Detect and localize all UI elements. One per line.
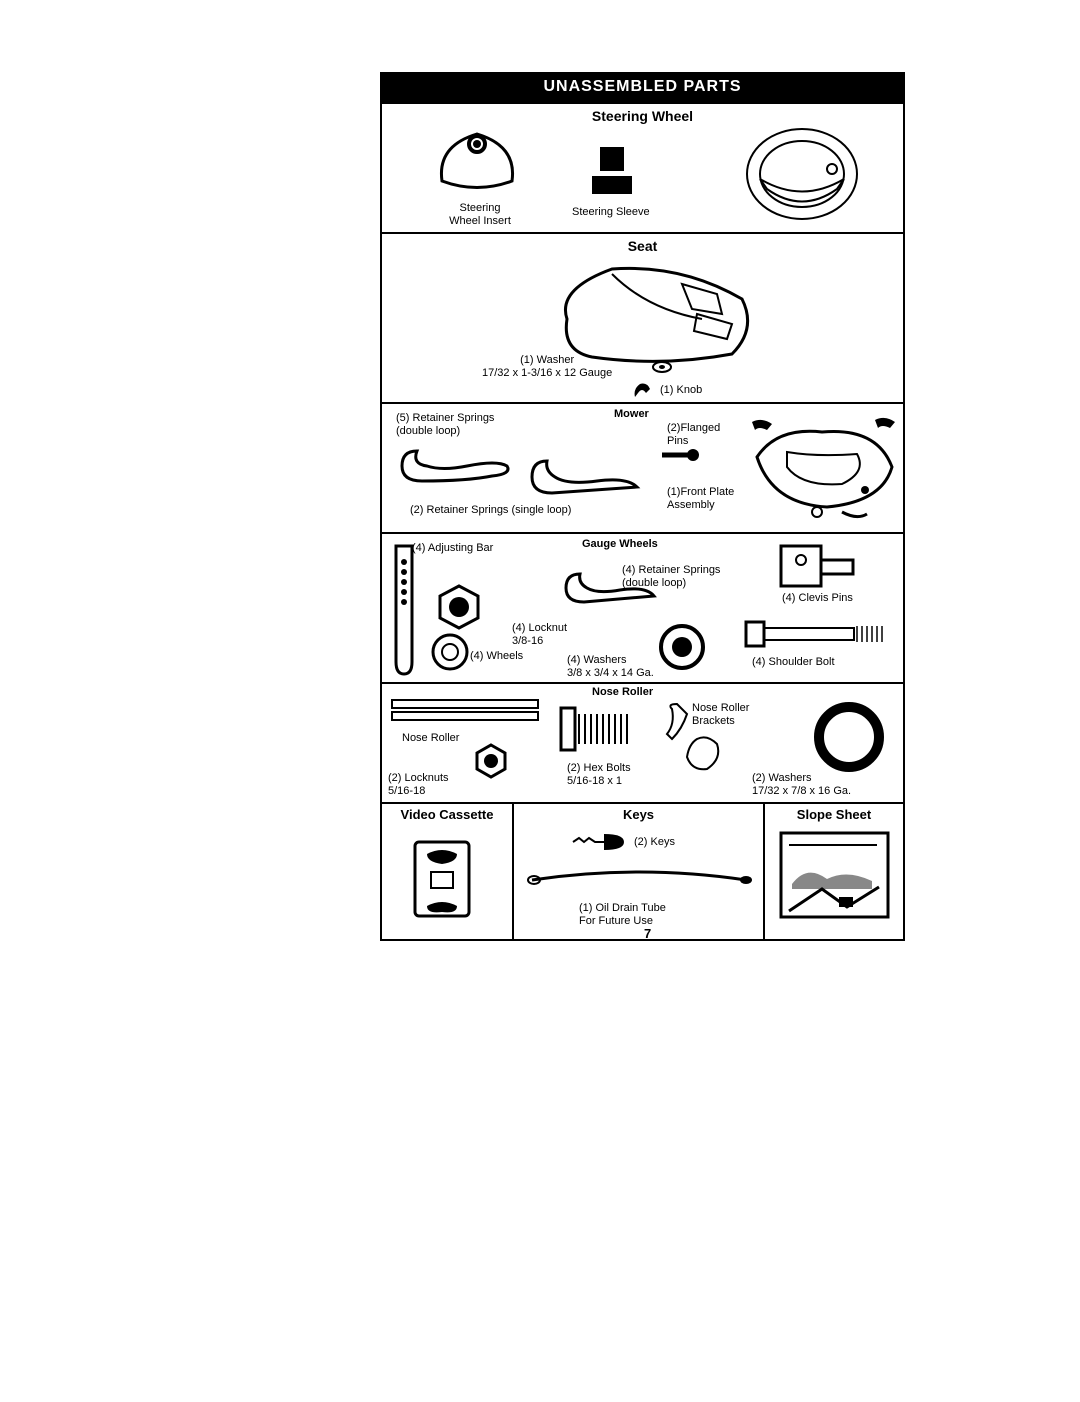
heading-seat: Seat <box>382 234 903 254</box>
parts-grid: Steering Wheel SteeringWheel Insert Stee… <box>380 102 905 941</box>
shoulder-bolt-icon <box>742 616 892 652</box>
frontplate-label: (1)Front PlateAssembly <box>667 486 734 511</box>
washers-label: (4) Washers3/8 x 3/4 x 14 Ga. <box>567 654 654 679</box>
washer-ring-icon <box>657 622 707 672</box>
seat-icon <box>552 259 762 369</box>
heading-steering: Steering Wheel <box>382 104 903 124</box>
cell-keys: Keys (2) Keys (1) Oil Drain TubeFor Futu… <box>512 804 763 939</box>
cell-video: Video Cassette <box>382 804 512 939</box>
heading-gauge: Gauge Wheels <box>582 538 658 551</box>
keys-label: (2) Keys <box>634 836 675 849</box>
steering-sleeve-icon <box>582 142 642 202</box>
heading-keys: Keys <box>514 804 763 822</box>
insert-label: SteeringWheel Insert <box>440 202 520 227</box>
parts-sheet: UNASSEMBLED PARTS Steering Wheel Steerin… <box>380 72 905 941</box>
drain-label: (1) Oil Drain TubeFor Future Use <box>579 902 666 927</box>
hex-bolt-icon <box>557 704 637 754</box>
title-bar: UNASSEMBLED PARTS <box>380 72 905 102</box>
locknuts-label: (2) Locknuts5/16-18 <box>388 772 449 797</box>
row-gauge: Gauge Wheels (4) Adjusting Bar (4) Lockn… <box>382 532 903 682</box>
row-seat: Seat (1) Washer17/32 x 1-3/16 x 12 Gauge… <box>382 232 903 402</box>
cell-slope: Slope Sheet <box>763 804 903 939</box>
front-plate-icon <box>747 412 897 522</box>
flanged-label: (2)FlangedPins <box>667 422 720 447</box>
heading-nose: Nose Roller <box>592 686 653 699</box>
locknut-hex-icon <box>434 582 484 632</box>
sleeve-label: Steering Sleeve <box>572 206 650 219</box>
title-text: UNASSEMBLED PARTS <box>543 78 741 95</box>
heading-mower: Mower <box>614 408 649 421</box>
slope-sheet-icon <box>777 829 892 924</box>
heading-slope: Slope Sheet <box>765 804 903 822</box>
hexbolts-label: (2) Hex Bolts5/16-18 x 1 <box>567 762 631 787</box>
wheels-label: (4) Wheels <box>470 650 523 663</box>
wheel-icon <box>430 632 470 672</box>
row-bottom: Video Cassette Keys (2) Keys <box>382 802 903 939</box>
retainer-label: (4) Retainer Springs(double loop) <box>622 564 720 589</box>
retainer-spring-double-icon <box>397 436 517 486</box>
steering-wheel-icon <box>742 124 862 224</box>
washer-big-icon <box>814 702 884 772</box>
retainer2-label: (2) Retainer Springs (single loop) <box>410 504 571 517</box>
clevis-label: (4) Clevis Pins <box>782 592 853 605</box>
retainer5-label: (5) Retainer Springs(double loop) <box>396 412 494 437</box>
video-cassette-icon <box>407 834 477 924</box>
washer-label: (1) Washer17/32 x 1-3/16 x 12 Gauge <box>482 354 612 379</box>
retainer-spring-single-icon <box>527 449 647 499</box>
locknut-small-icon <box>472 742 510 780</box>
shoulder-label: (4) Shoulder Bolt <box>752 656 835 669</box>
page-number: 7 <box>644 926 651 941</box>
washer-icon <box>652 361 672 373</box>
row-steering: Steering Wheel SteeringWheel Insert Stee… <box>382 102 903 232</box>
drain-tube-icon <box>524 862 754 892</box>
row-nose: Nose Roller Nose Roller (2) Locknuts5/16… <box>382 682 903 802</box>
knob-label: (1) Knob <box>660 384 702 397</box>
row-mower: Mower (5) Retainer Springs(double loop) … <box>382 402 903 532</box>
roller-label: Nose Roller <box>402 732 459 745</box>
key-icon <box>569 830 629 854</box>
nose-roller-icon <box>390 696 540 724</box>
knob-icon <box>632 379 654 401</box>
adjusting-bar-icon <box>390 542 418 677</box>
nose-washers-label: (2) Washers17/32 x 7/8 x 16 Ga. <box>752 772 851 797</box>
flanged-pin-icon <box>660 446 700 464</box>
steering-insert-icon <box>432 126 522 196</box>
heading-video: Video Cassette <box>382 804 512 822</box>
adjbar-label: (4) Adjusting Bar <box>412 542 493 555</box>
locknut-label: (4) Locknut3/8-16 <box>512 622 567 647</box>
brackets-label: Nose RollerBrackets <box>692 702 749 727</box>
clevis-pin-icon <box>777 542 857 592</box>
